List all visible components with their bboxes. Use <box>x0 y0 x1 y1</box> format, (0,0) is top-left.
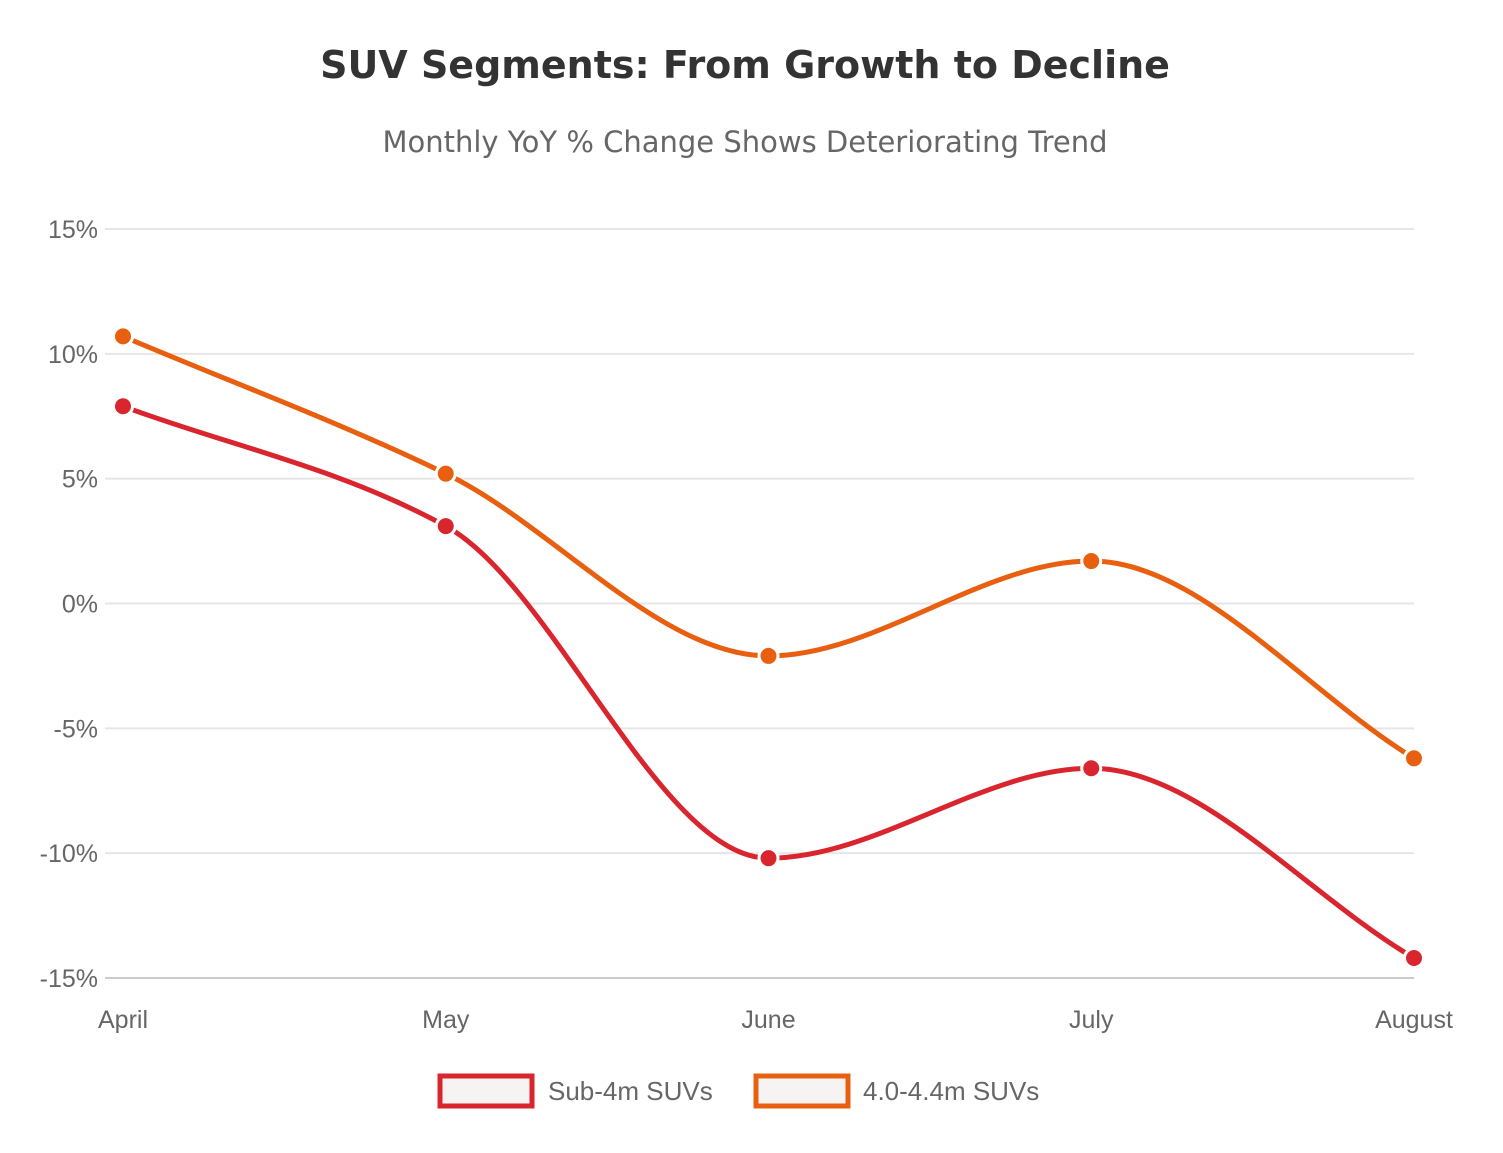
chart-subtitle: Monthly YoY % Change Shows Deteriorating… <box>382 125 1107 159</box>
legend-swatch[interactable] <box>437 1073 535 1109</box>
y-tick-label: 5% <box>62 466 98 494</box>
y-tick-label: 10% <box>48 341 98 369</box>
x-tick-label: August <box>1375 1006 1453 1034</box>
x-tick-label: June <box>741 1006 795 1034</box>
data-point[interactable] <box>1403 947 1425 970</box>
data-point[interactable] <box>1403 747 1425 770</box>
legend-label[interactable]: Sub-4m SUVs <box>548 1076 713 1106</box>
series-points <box>112 325 1425 970</box>
data-point[interactable] <box>757 847 780 870</box>
y-tick-label: 0% <box>62 591 98 619</box>
chart-title: SUV Segments: From Growth to Decline <box>320 43 1170 87</box>
x-axis-ticks: April May June July August <box>98 1006 1453 1034</box>
y-axis-ticks: 15% 10% 5% 0% -5% -10% -15% <box>40 216 98 993</box>
y-tick-label: -15% <box>40 965 98 993</box>
x-tick-label: May <box>422 1006 470 1034</box>
y-tick-label: -10% <box>40 840 98 868</box>
legend-swatch[interactable] <box>753 1073 851 1109</box>
legend: Sub-4m SUVs 4.0-4.4m SUVs <box>437 1073 1039 1109</box>
data-point[interactable] <box>112 395 134 418</box>
data-point[interactable] <box>112 325 134 348</box>
legend-label[interactable]: 4.0-4.4m SUVs <box>863 1076 1039 1106</box>
x-tick-label: April <box>98 1006 148 1034</box>
x-tick-label: July <box>1069 1006 1114 1034</box>
series-line-1 <box>120 403 1417 961</box>
data-point[interactable] <box>1080 550 1103 573</box>
data-point[interactable] <box>434 462 457 485</box>
data-point[interactable] <box>434 515 457 538</box>
y-tick-label: -5% <box>54 715 98 743</box>
data-point[interactable] <box>1080 757 1103 780</box>
y-tick-label: 15% <box>48 216 98 244</box>
data-point[interactable] <box>757 644 780 667</box>
grid-lines <box>105 228 1414 979</box>
series-line-2 <box>120 333 1417 761</box>
